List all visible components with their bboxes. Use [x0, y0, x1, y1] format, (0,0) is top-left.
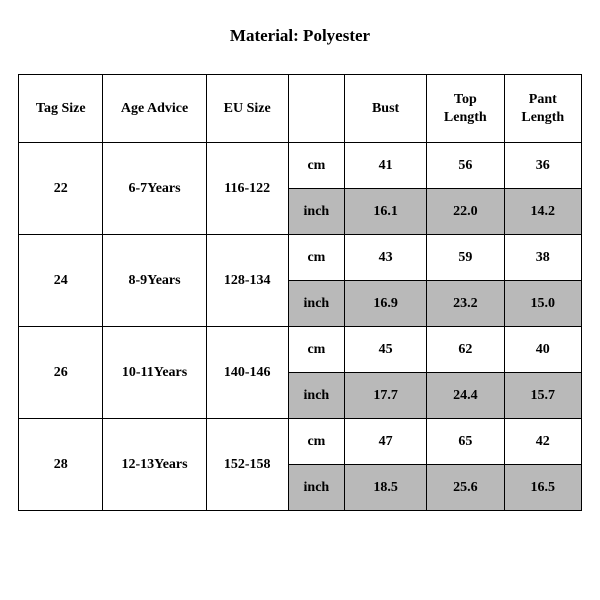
- cell-bust: 16.1: [345, 189, 427, 235]
- cell-unit-cm: cm: [288, 235, 344, 281]
- page: Material: Polyester Tag Size Age Advice …: [0, 0, 600, 600]
- table-body: 22 6-7Years 116-122 cm 41 56 36 inch 16.…: [19, 143, 582, 511]
- cell-pant-length: 16.5: [504, 465, 581, 511]
- col-bust: Bust: [345, 75, 427, 143]
- size-table: Tag Size Age Advice EU Size Bust TopLeng…: [18, 74, 582, 511]
- cell-top-length: 62: [427, 327, 504, 373]
- cell-tag-size: 24: [19, 235, 103, 327]
- cell-tag-size: 28: [19, 419, 103, 511]
- col-unit: [288, 75, 344, 143]
- cell-bust: 43: [345, 235, 427, 281]
- cell-unit-cm: cm: [288, 327, 344, 373]
- cell-unit-inch: inch: [288, 189, 344, 235]
- cell-unit-inch: inch: [288, 281, 344, 327]
- cell-unit-cm: cm: [288, 143, 344, 189]
- cell-pant-length: 14.2: [504, 189, 581, 235]
- size-table-wrap: Tag Size Age Advice EU Size Bust TopLeng…: [18, 74, 582, 511]
- table-row: 22 6-7Years 116-122 cm 41 56 36: [19, 143, 582, 189]
- cell-top-length: 65: [427, 419, 504, 465]
- cell-top-length: 23.2: [427, 281, 504, 327]
- cell-bust: 41: [345, 143, 427, 189]
- cell-tag-size: 26: [19, 327, 103, 419]
- table-row: 28 12-13Years 152-158 cm 47 65 42: [19, 419, 582, 465]
- cell-pant-length: 42: [504, 419, 581, 465]
- cell-tag-size: 22: [19, 143, 103, 235]
- cell-unit-cm: cm: [288, 419, 344, 465]
- cell-bust: 16.9: [345, 281, 427, 327]
- table-header-row: Tag Size Age Advice EU Size Bust TopLeng…: [19, 75, 582, 143]
- cell-unit-inch: inch: [288, 373, 344, 419]
- cell-bust: 47: [345, 419, 427, 465]
- col-top-length: TopLength: [427, 75, 504, 143]
- col-eu-size: EU Size: [206, 75, 288, 143]
- cell-unit-inch: inch: [288, 465, 344, 511]
- cell-pant-length: 38: [504, 235, 581, 281]
- cell-bust: 18.5: [345, 465, 427, 511]
- cell-bust: 45: [345, 327, 427, 373]
- cell-age-advice: 10-11Years: [103, 327, 206, 419]
- cell-bust: 17.7: [345, 373, 427, 419]
- cell-eu-size: 140-146: [206, 327, 288, 419]
- cell-eu-size: 152-158: [206, 419, 288, 511]
- cell-pant-length: 15.0: [504, 281, 581, 327]
- cell-top-length: 59: [427, 235, 504, 281]
- cell-top-length: 22.0: [427, 189, 504, 235]
- col-age-advice: Age Advice: [103, 75, 206, 143]
- cell-eu-size: 128-134: [206, 235, 288, 327]
- page-title: Material: Polyester: [0, 26, 600, 46]
- cell-top-length: 56: [427, 143, 504, 189]
- col-pant-length: PantLength: [504, 75, 581, 143]
- cell-pant-length: 15.7: [504, 373, 581, 419]
- cell-top-length: 25.6: [427, 465, 504, 511]
- col-tag-size: Tag Size: [19, 75, 103, 143]
- cell-eu-size: 116-122: [206, 143, 288, 235]
- cell-top-length: 24.4: [427, 373, 504, 419]
- cell-pant-length: 40: [504, 327, 581, 373]
- cell-pant-length: 36: [504, 143, 581, 189]
- cell-age-advice: 12-13Years: [103, 419, 206, 511]
- cell-age-advice: 8-9Years: [103, 235, 206, 327]
- table-row: 26 10-11Years 140-146 cm 45 62 40: [19, 327, 582, 373]
- cell-age-advice: 6-7Years: [103, 143, 206, 235]
- table-row: 24 8-9Years 128-134 cm 43 59 38: [19, 235, 582, 281]
